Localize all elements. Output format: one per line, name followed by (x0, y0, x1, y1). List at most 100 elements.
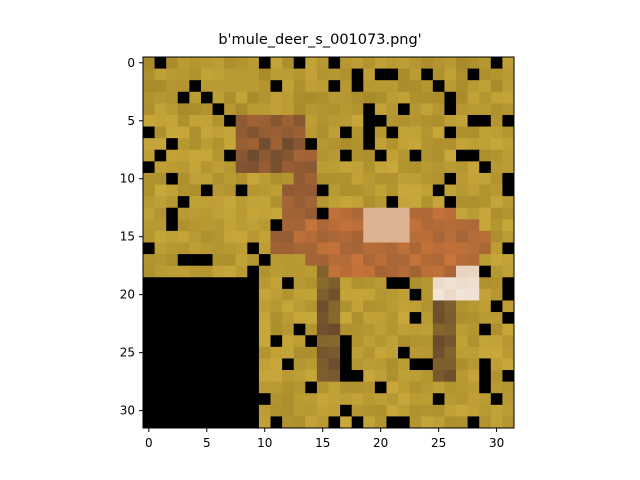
image-pixel (467, 196, 480, 209)
image-pixel (166, 172, 179, 185)
image-pixel (363, 138, 376, 151)
image-pixel (409, 335, 422, 348)
image-pixel (340, 358, 353, 371)
image-pixel (421, 335, 434, 348)
image-pixel (212, 346, 225, 359)
image-pixel (270, 265, 283, 278)
image-pixel (444, 312, 457, 325)
image-pixel (351, 149, 364, 162)
y-tick-label: 20 (120, 288, 135, 302)
image-pixel (351, 103, 364, 116)
image-pixel (456, 300, 469, 313)
image-pixel (386, 80, 399, 93)
image-pixel (270, 300, 283, 313)
image-pixel (490, 138, 503, 151)
image-pixel (270, 242, 283, 255)
image-pixel (421, 393, 434, 406)
image-pixel (293, 323, 306, 336)
image-pixel (421, 207, 434, 220)
image-pixel (143, 196, 155, 209)
image-pixel (363, 277, 376, 290)
image-pixel (154, 207, 167, 220)
image-pixel (351, 207, 364, 220)
image-pixel (224, 138, 237, 151)
image-pixel (224, 172, 237, 185)
image-pixel (386, 230, 399, 243)
image-pixel (490, 346, 503, 359)
image-pixel (154, 161, 167, 174)
image-pixel (340, 393, 353, 406)
image-pixel (444, 103, 457, 116)
image-pixel (444, 381, 457, 394)
image-pixel (143, 254, 155, 267)
image-pixel (432, 242, 445, 255)
image-pixel (270, 126, 283, 139)
image-pixel (328, 184, 341, 197)
image-pixel (293, 91, 306, 104)
image-pixel (374, 335, 387, 348)
image-pixel (363, 172, 376, 185)
image-pixel (444, 138, 457, 151)
image-pixel (235, 68, 248, 81)
image-pixel (247, 149, 260, 162)
image-pixel (258, 230, 271, 243)
image-pixel (398, 381, 411, 394)
image-pixel (479, 103, 492, 116)
image-pixel (270, 393, 283, 406)
image-pixel (363, 80, 376, 93)
image-pixel (154, 57, 167, 69)
image-pixel (444, 184, 457, 197)
image-pixel (328, 149, 341, 162)
image-pixel (177, 404, 190, 417)
y-tick-label: 30 (120, 404, 135, 418)
image-pixel (154, 358, 167, 371)
image-pixel (177, 103, 190, 116)
image-pixel (363, 288, 376, 301)
image-pixel (467, 404, 480, 417)
image-pixel (212, 381, 225, 394)
image-pixel (502, 288, 515, 301)
image-pixel (282, 68, 295, 81)
image-pixel (398, 323, 411, 336)
image-pixel (189, 404, 202, 417)
image-pixel (374, 393, 387, 406)
image-pixel (398, 196, 411, 209)
image-pixel (328, 358, 341, 371)
image-pixel (177, 184, 190, 197)
image-pixel (363, 184, 376, 197)
image-pixel (212, 149, 225, 162)
image-pixel (432, 68, 445, 81)
image-pixel (363, 242, 376, 255)
image-pixel (293, 230, 306, 243)
image-pixel (456, 126, 469, 139)
image-pixel (270, 219, 283, 232)
image-pixel (305, 184, 318, 197)
image-pixel (293, 416, 306, 429)
image-pixel (340, 254, 353, 267)
image-pixel (154, 68, 167, 81)
image-pixel (328, 254, 341, 267)
image-pixel (398, 138, 411, 151)
image-pixel (456, 288, 469, 301)
image-pixel (235, 184, 248, 197)
image-pixel (386, 219, 399, 232)
image-pixel (467, 300, 480, 313)
image-pixel (224, 416, 237, 429)
image-pixel (189, 323, 202, 336)
image-pixel (351, 381, 364, 394)
image-pixel (189, 114, 202, 127)
image-pixel (479, 172, 492, 185)
image-pixel (328, 335, 341, 348)
image-pixel (305, 230, 318, 243)
image-pixel (444, 393, 457, 406)
image-pixel (189, 68, 202, 81)
image-pixel (235, 288, 248, 301)
image-pixel (293, 346, 306, 359)
image-pixel (479, 370, 492, 383)
image-pixel (444, 404, 457, 417)
image-pixel (316, 288, 329, 301)
image-pixel (467, 277, 480, 290)
image-pixel (212, 219, 225, 232)
image-pixel (340, 312, 353, 325)
image-pixel (235, 230, 248, 243)
